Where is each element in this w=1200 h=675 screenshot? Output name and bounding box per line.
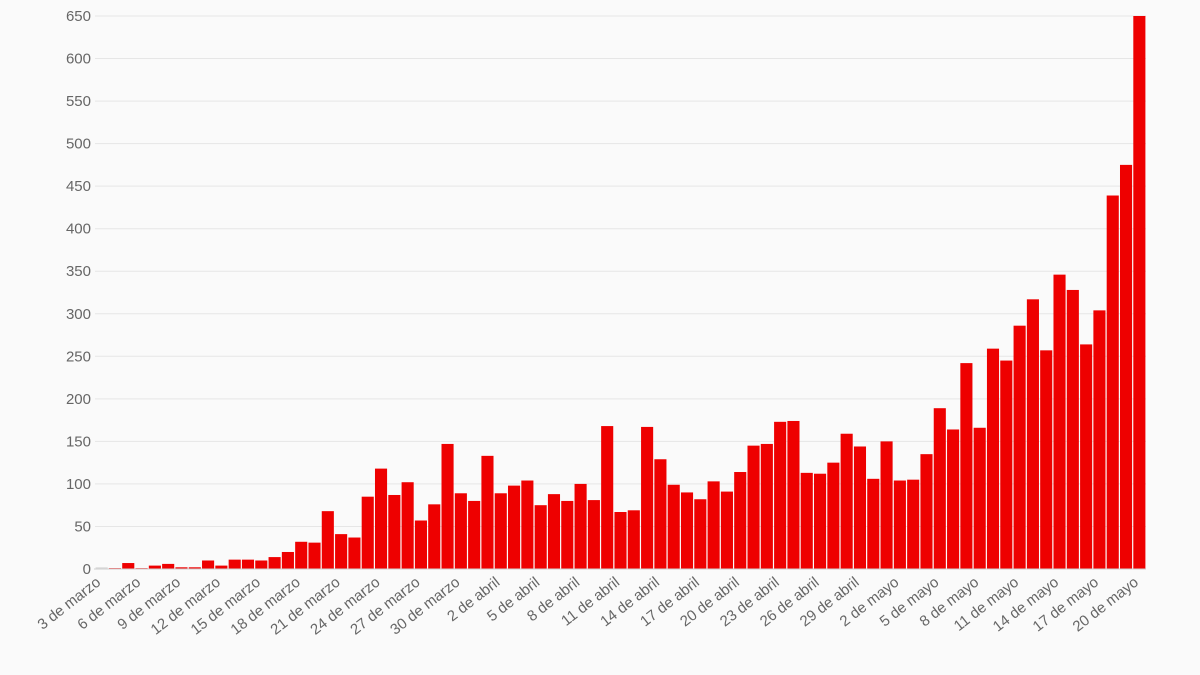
bar [295, 541, 308, 569]
bar [1133, 16, 1146, 569]
bar [840, 433, 853, 569]
bar [454, 493, 467, 569]
bar [388, 494, 401, 569]
bar [255, 560, 268, 569]
bar [893, 480, 906, 569]
y-tick-label: 100 [66, 476, 91, 493]
bar [494, 493, 507, 569]
bar [853, 446, 867, 569]
y-tick-label: 450 [66, 178, 91, 195]
bar [414, 520, 427, 569]
bar [734, 472, 747, 569]
y-tick-label: 650 [66, 8, 91, 25]
y-tick-label: 600 [66, 51, 91, 68]
bar [680, 492, 694, 569]
bar [920, 454, 933, 569]
y-tick-label: 350 [66, 263, 91, 280]
bar [867, 478, 880, 569]
bar [1013, 325, 1026, 569]
bar [574, 483, 587, 569]
bar [1026, 299, 1039, 569]
y-tick-label: 400 [66, 221, 91, 238]
bar [947, 429, 960, 569]
bar [614, 512, 627, 569]
bar [308, 542, 321, 569]
bar [428, 504, 441, 569]
y-tick-label: 150 [66, 433, 91, 450]
bar [627, 510, 640, 569]
bar [641, 426, 654, 569]
bar [202, 560, 215, 569]
bar [188, 567, 201, 569]
bar [321, 511, 334, 569]
bar [1000, 360, 1013, 569]
bar [907, 479, 920, 569]
bar [1106, 195, 1119, 569]
bar [228, 559, 241, 569]
bar [281, 551, 294, 569]
bar [1040, 350, 1053, 569]
bar [268, 557, 281, 569]
y-tick-label: 0 [83, 561, 91, 578]
bar [774, 421, 787, 569]
bar [960, 363, 973, 569]
bar [707, 481, 720, 569]
bar [760, 443, 773, 569]
bar [95, 567, 108, 569]
bar [348, 537, 361, 569]
bar [1119, 164, 1133, 569]
bar [880, 441, 893, 569]
bar [1093, 310, 1106, 569]
bar [441, 443, 454, 569]
bar [481, 455, 494, 569]
bar [667, 484, 680, 569]
bar [521, 480, 534, 569]
bar [933, 408, 946, 569]
bar [787, 420, 800, 569]
bars [95, 16, 1146, 569]
y-tick-label: 500 [66, 136, 91, 153]
bar [175, 567, 188, 569]
bar [800, 472, 813, 569]
bar [654, 459, 667, 569]
bar [720, 491, 733, 569]
bar [508, 485, 521, 569]
bar [1053, 274, 1066, 569]
y-tick-label: 200 [66, 391, 91, 408]
bar [148, 565, 161, 569]
bar [601, 426, 614, 569]
bar [547, 494, 561, 569]
bar [215, 565, 228, 569]
bar [747, 445, 760, 569]
bar [361, 496, 374, 569]
gridlines [95, 15, 1146, 527]
bar [122, 563, 135, 569]
bar [1080, 344, 1093, 569]
bar [973, 427, 986, 569]
bar [468, 500, 481, 569]
bar [335, 534, 348, 569]
y-tick-label: 250 [66, 348, 91, 365]
bar [986, 348, 1000, 569]
bar [814, 473, 827, 569]
y-axis: 0 50 100 150 200 250 300 350 400 450 500 550 600 650 [66, 8, 91, 578]
bar [374, 468, 388, 569]
bar [1066, 289, 1079, 569]
bar [241, 559, 255, 569]
bar [694, 499, 707, 569]
bar [401, 482, 414, 569]
bar [534, 505, 547, 569]
y-tick-label: 50 [74, 518, 91, 535]
bar [561, 500, 574, 569]
y-tick-label: 550 [66, 93, 91, 110]
bar [162, 563, 175, 569]
bar [587, 500, 600, 569]
bar [827, 462, 840, 569]
y-tick-label: 300 [66, 306, 91, 323]
